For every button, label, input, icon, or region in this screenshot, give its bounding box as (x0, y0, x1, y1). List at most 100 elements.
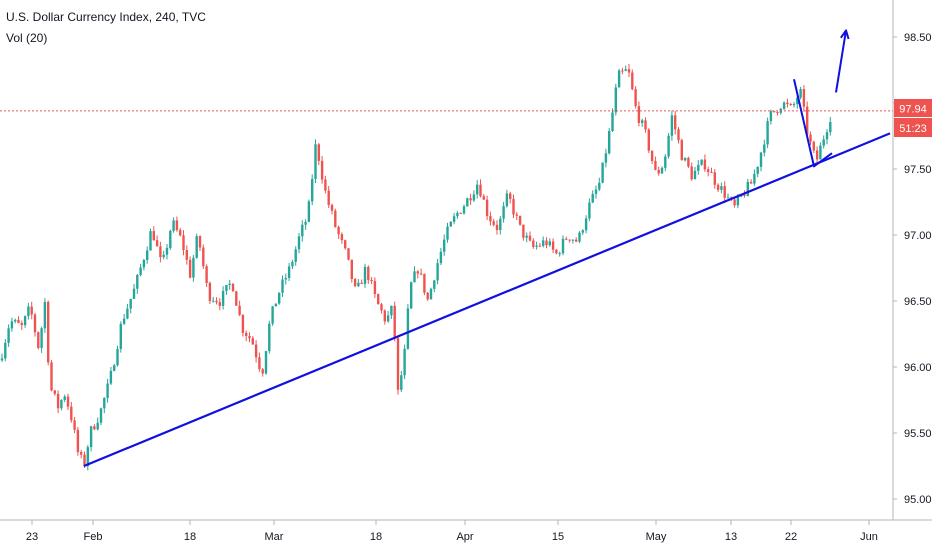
candle-body (535, 245, 538, 247)
candle-body (812, 141, 815, 151)
candle-body (258, 357, 261, 370)
candle-body (555, 249, 558, 254)
candle-body (116, 348, 119, 366)
candle-body (782, 102, 786, 109)
candle-body (20, 323, 23, 326)
candle-body (294, 249, 297, 262)
candle-body (452, 216, 456, 222)
candle-body (40, 328, 43, 348)
candle-body (136, 275, 139, 289)
candle-body (155, 240, 159, 247)
candle-body (0, 358, 4, 361)
candle-body (733, 199, 736, 206)
candle-body (106, 383, 109, 398)
candle-body (759, 152, 763, 167)
candle-body (561, 238, 565, 254)
candle-body (380, 304, 383, 311)
candle-body (400, 375, 403, 390)
time-axis-ticks: 23 Feb 18 Mar 18 Apr 15 May 13 22 Jun (26, 520, 878, 543)
candle-body (518, 215, 522, 225)
candle-body (47, 301, 50, 363)
candle-body (63, 396, 66, 401)
candle-body (776, 111, 779, 113)
candle-body (73, 420, 76, 430)
candle-body (720, 186, 723, 190)
candle-body (499, 218, 502, 231)
candle-body (337, 226, 340, 235)
price-tick-label: 96.50 (904, 296, 932, 308)
candle-body (274, 303, 278, 307)
candle-body (545, 240, 548, 246)
candle-body (674, 115, 677, 130)
candle-body (383, 310, 386, 322)
candle-body (14, 319, 17, 322)
candle-body (670, 115, 674, 136)
candle-body (56, 393, 60, 409)
legend-title[interactable]: U.S. Dollar Currency Index, 240, TVC (6, 10, 206, 24)
candle-body (215, 300, 218, 303)
candle-body (522, 224, 525, 238)
candle-body (396, 337, 400, 390)
candle-body (690, 166, 693, 180)
candle-body (99, 408, 103, 423)
candle-body (819, 145, 822, 160)
candle-body (581, 230, 584, 233)
candle-body (367, 266, 370, 281)
time-tick-label: 22 (785, 531, 797, 543)
candle-body (466, 198, 469, 207)
candle-body (390, 305, 393, 316)
candle-body (182, 235, 185, 251)
candle-body (80, 452, 83, 455)
candle-body (462, 206, 466, 214)
candle-body (637, 106, 641, 123)
candle-body (43, 301, 47, 329)
price-axis-panel[interactable] (893, 0, 932, 520)
candle-body (525, 235, 528, 238)
candle-body (631, 72, 634, 90)
candle-body (703, 159, 707, 170)
candle-body (575, 239, 578, 242)
candle-body (786, 102, 789, 104)
candle-body (33, 314, 37, 333)
candle-body (231, 283, 235, 292)
candle-body (558, 253, 561, 255)
candle-body (70, 406, 73, 421)
countdown-badge (894, 118, 932, 137)
candle-body (198, 236, 202, 248)
candle-body (251, 338, 254, 345)
candle-body (109, 370, 113, 384)
time-tick-label: Feb (84, 531, 103, 543)
candle-body (221, 290, 225, 306)
candle-body (113, 365, 116, 371)
candle-body (802, 89, 806, 107)
price-tick-label: 97.00 (904, 230, 932, 242)
candle-body (660, 167, 664, 174)
candle-body (509, 193, 512, 199)
candle-body (439, 251, 443, 264)
candle-body (789, 103, 792, 105)
candle-body (650, 150, 654, 161)
candle-body (753, 173, 756, 184)
time-tick-label: 18 (184, 531, 196, 543)
candle-body (736, 196, 740, 206)
candle-body (611, 112, 614, 131)
candle-body (700, 159, 703, 165)
candle-body (278, 292, 281, 304)
time-axis-panel[interactable] (0, 520, 932, 550)
candle-body (139, 267, 142, 276)
candle-body (410, 282, 413, 309)
price-tick-label: 95.50 (904, 428, 932, 440)
candle-body (96, 422, 99, 430)
legend-volume[interactable]: Vol (20) (6, 31, 48, 45)
candle-body (347, 248, 350, 260)
candle-body (53, 390, 56, 394)
candle-body (301, 224, 304, 237)
candle-body (746, 181, 749, 196)
candle-body (60, 400, 63, 409)
candle-body (515, 214, 518, 216)
candle-body (492, 221, 495, 225)
candle-body (436, 263, 439, 281)
